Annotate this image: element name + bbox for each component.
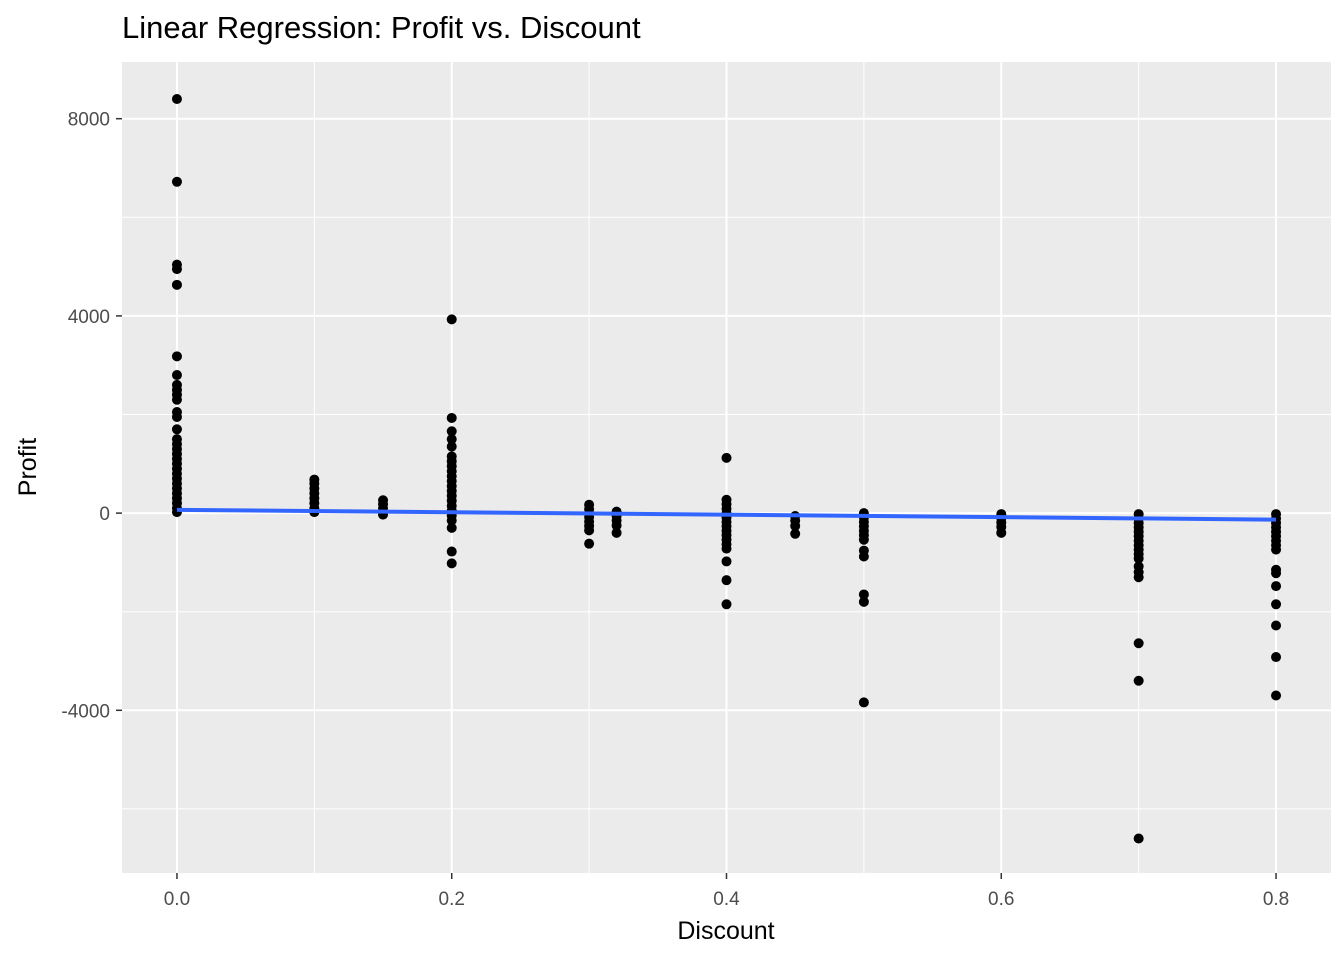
chart-title: Linear Regression: Profit vs. Discount <box>122 10 641 45</box>
data-point <box>1133 675 1144 686</box>
data-point <box>611 527 622 538</box>
x-tick-label: 0.6 <box>988 889 1014 910</box>
data-point <box>584 538 595 549</box>
data-point <box>1271 599 1282 610</box>
data-point <box>171 394 182 405</box>
data-point <box>1133 553 1144 564</box>
data-point <box>446 434 457 445</box>
regression-line <box>176 507 1277 522</box>
points-layer <box>171 93 1282 844</box>
data-point <box>171 370 182 381</box>
data-point <box>790 528 801 539</box>
data-point <box>446 546 457 557</box>
data-point <box>858 697 869 708</box>
y-tick-label: -4000 <box>61 701 110 722</box>
axis-layer: 0.0 0.2 0.4 0.6 0.8 -4000 0 4000 8000 <box>61 110 1289 910</box>
data-point <box>446 558 457 569</box>
data-point <box>584 525 595 536</box>
data-point <box>1133 833 1144 844</box>
data-point <box>171 424 182 435</box>
data-point <box>446 515 457 526</box>
data-point <box>1133 638 1144 649</box>
x-axis-title: Discount <box>677 917 774 945</box>
data-point <box>1271 620 1282 631</box>
data-point <box>446 426 457 437</box>
x-tick-label: 0.4 <box>713 889 740 910</box>
data-point <box>446 314 457 325</box>
x-tick-label: 0.0 <box>164 889 190 910</box>
data-point <box>858 551 869 562</box>
regression-line-layer <box>176 507 1277 522</box>
data-point <box>1271 568 1282 579</box>
data-point <box>1271 544 1282 555</box>
x-tick-label: 0.2 <box>439 889 465 910</box>
data-point <box>721 556 732 567</box>
data-point <box>171 93 182 104</box>
data-point <box>721 575 732 586</box>
data-point <box>721 599 732 610</box>
data-point <box>611 520 622 531</box>
y-axis-title: Profit <box>14 438 42 496</box>
data-point <box>171 264 182 275</box>
data-point <box>446 441 457 452</box>
x-tick-label: 0.8 <box>1263 889 1289 910</box>
grid-layer <box>122 62 1331 873</box>
data-point <box>996 527 1007 538</box>
data-point <box>858 596 869 607</box>
data-point <box>446 412 457 423</box>
data-point <box>1271 652 1282 663</box>
y-tick-label: 4000 <box>68 307 110 328</box>
data-point <box>171 279 182 290</box>
y-tick-label: 0 <box>99 504 110 525</box>
data-point <box>446 522 457 533</box>
y-tick-label: 8000 <box>68 110 110 131</box>
data-point <box>858 534 869 545</box>
data-point <box>790 520 801 531</box>
data-point <box>721 452 732 463</box>
data-point <box>1133 572 1144 583</box>
data-point <box>721 543 732 554</box>
data-point <box>171 411 182 422</box>
data-point <box>171 176 182 187</box>
data-point <box>1271 581 1282 592</box>
data-point <box>1271 690 1282 701</box>
data-point <box>171 351 182 362</box>
data-point <box>858 589 869 600</box>
